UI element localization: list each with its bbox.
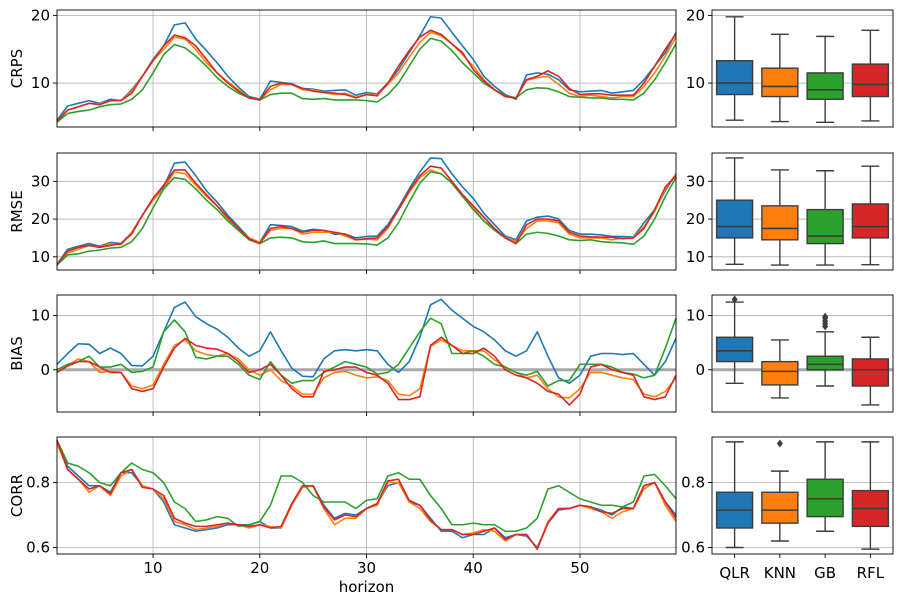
y-axis-label: CRPS — [8, 49, 26, 88]
box-panel-bias: 0 10 — [686, 294, 894, 413]
series-line-rfl — [56, 439, 677, 550]
y-axis-label: RMSE — [8, 190, 26, 232]
flier-point — [776, 439, 783, 448]
category-label: RFL — [857, 564, 885, 582]
y-tick-label: 20 — [31, 210, 50, 228]
box-iqr — [715, 199, 754, 239]
y-tick-label: 0.8 — [681, 474, 705, 492]
box-qlr — [715, 295, 754, 384]
box-rfl — [851, 165, 890, 266]
axes-frame — [711, 436, 894, 555]
box-iqr — [806, 478, 844, 518]
series-line-gb — [56, 171, 677, 266]
flier-point — [731, 295, 738, 304]
y-tick-label: 0 — [695, 361, 705, 379]
axes-frame — [711, 294, 894, 413]
y-tick-label: 30 — [686, 172, 705, 190]
y-tick-label: 20 — [686, 6, 705, 24]
box-rfl — [851, 441, 890, 550]
series-line-qlr — [56, 298, 677, 385]
y-tick-label: 20 — [686, 210, 705, 228]
y-tick-label: 0.6 — [26, 539, 50, 557]
x-axis-label: horizon — [339, 578, 395, 596]
box-gb — [806, 170, 844, 266]
series-line-knn — [56, 339, 677, 399]
axes-frame — [711, 152, 894, 271]
box-iqr — [715, 336, 754, 363]
y-axis-label: CORR — [8, 474, 26, 517]
x-tick-label: 40 — [464, 559, 483, 577]
y-tick-label: 10 — [686, 307, 705, 325]
box-iqr — [761, 360, 799, 386]
box-gb — [806, 35, 844, 123]
series-line-gb — [56, 37, 677, 123]
box-qlr — [715, 16, 754, 121]
box-qlr — [715, 157, 754, 266]
y-tick-label: 10 — [31, 248, 50, 266]
y-tick-label: 0 — [40, 361, 50, 379]
series-line-rfl — [56, 336, 677, 406]
y-tick-label: 0.6 — [681, 539, 705, 557]
line-panel-corr: 0.6 0.8 10 20 30 40 50 CORR — [8, 436, 677, 577]
series-line-rfl — [56, 165, 677, 266]
category-label: QLR — [719, 564, 750, 582]
box-iqr — [806, 72, 844, 100]
x-tick-label: 10 — [144, 559, 163, 577]
box-qlr — [715, 441, 754, 549]
box-gb — [806, 312, 844, 387]
box-iqr — [715, 60, 754, 96]
y-tick-label: 0.8 — [26, 474, 50, 492]
y-tick-label: 10 — [31, 307, 50, 325]
series-line-rfl — [56, 29, 677, 122]
box-knn — [761, 439, 799, 542]
x-tick-label: 50 — [570, 559, 589, 577]
box-rfl — [851, 336, 890, 406]
box-iqr — [806, 355, 844, 371]
box-gb — [806, 441, 844, 532]
y-tick-label: 10 — [686, 248, 705, 266]
line-panel-bias: 0 10 BIAS — [8, 294, 677, 416]
box-rfl — [851, 29, 890, 122]
series-line-gb — [56, 439, 677, 533]
y-axis-label: BIAS — [8, 336, 26, 371]
series-line-gb — [56, 317, 677, 387]
y-tick-label: 30 — [31, 172, 50, 190]
x-tick-label: 30 — [357, 559, 376, 577]
box-panel-corr: 0.6 0.8 QLR KNN GB RFL — [681, 436, 894, 582]
box-knn — [761, 339, 799, 399]
x-tick-label: 20 — [250, 559, 269, 577]
axes-frame — [711, 9, 894, 128]
y-tick-label: 10 — [686, 74, 705, 92]
category-label: GB — [814, 564, 836, 582]
box-panel-crps: 10 20 — [686, 6, 894, 128]
box-iqr — [761, 205, 799, 241]
box-iqr — [806, 208, 844, 245]
line-panel-crps: 10 20 CRPS — [8, 6, 677, 131]
line-panel-rmse: 10 20 30 RMSE — [8, 152, 677, 274]
box-panel-rmse: 10 20 30 — [686, 152, 894, 271]
y-tick-label: 20 — [31, 6, 50, 24]
box-iqr — [761, 491, 799, 524]
flier-point — [822, 312, 829, 321]
box-knn — [761, 33, 799, 123]
y-tick-label: 10 — [31, 74, 50, 92]
box-iqr — [851, 203, 890, 239]
box-knn — [761, 169, 799, 266]
box-iqr — [851, 63, 890, 98]
box-iqr — [851, 358, 890, 387]
box-iqr — [761, 67, 799, 98]
category-label: KNN — [764, 564, 796, 582]
